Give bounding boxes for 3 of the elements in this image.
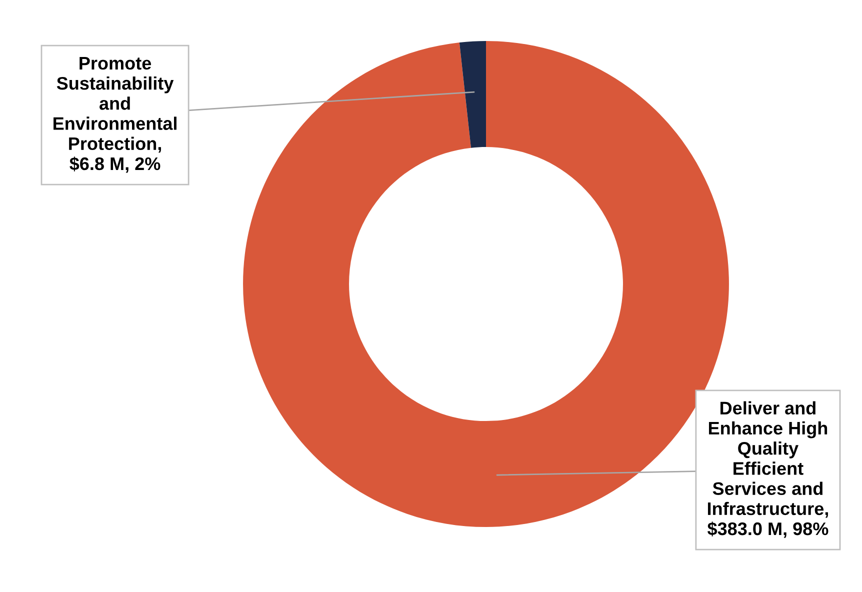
- data-label: Promote Sustainability and Environmental Protection, $6.8 M, 2%: [54, 57, 176, 173]
- data-label: Deliver and Enhance High Quality Efficient Services and Infrastructure, $383.0 M, 98%: [707, 401, 828, 538]
- donut-slice: [459, 41, 486, 148]
